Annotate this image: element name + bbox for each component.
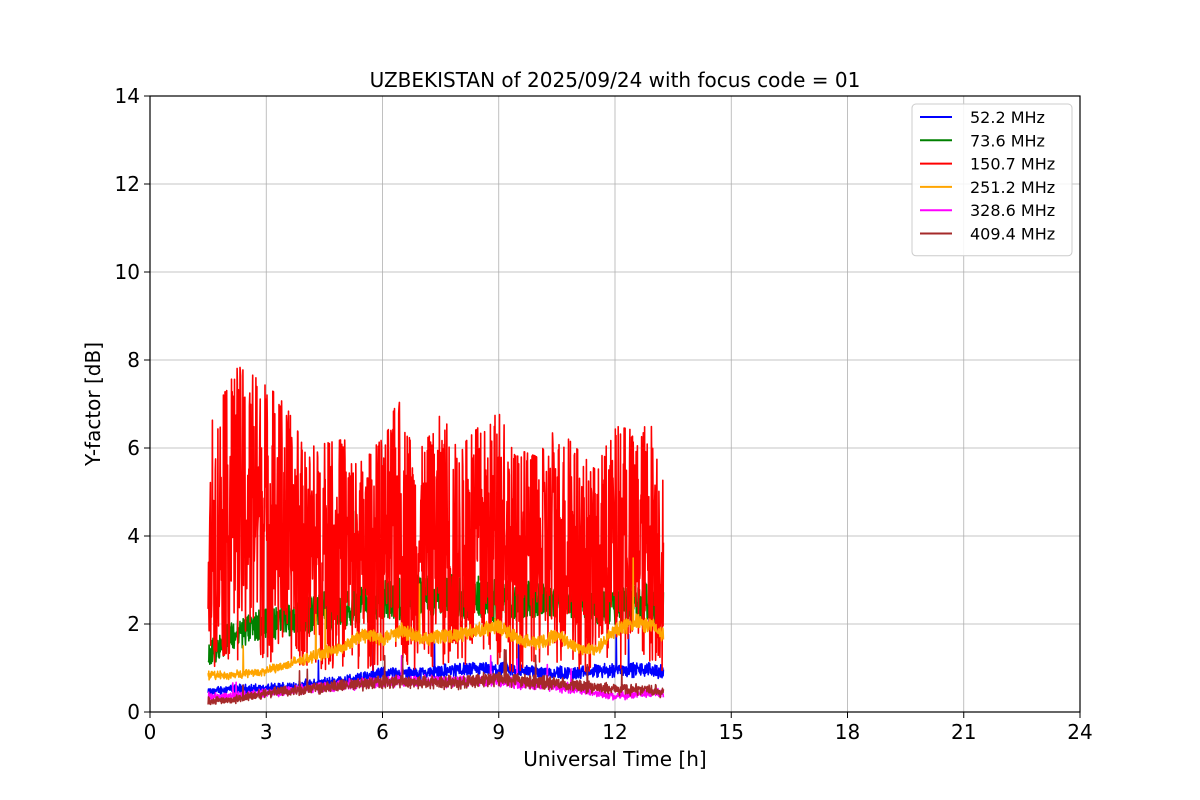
legend-label: 251.2 MHz	[970, 178, 1055, 197]
series-line	[207, 366, 665, 673]
series-layer	[207, 366, 665, 706]
y-axis-label: Y-factor [dB]	[81, 342, 105, 467]
x-tick-label: 18	[835, 720, 860, 744]
legend: 52.2 MHz 73.6 MHz 150.7 MHz 251.2 MHz 328.6…	[911, 103, 1073, 257]
x-tick-label: 6	[376, 720, 389, 744]
y-tick-label: 6	[127, 436, 140, 460]
y-tick-label: 4	[127, 524, 140, 548]
x-tick-label: 12	[602, 720, 627, 744]
x-tick-label: 15	[719, 720, 744, 744]
series-line	[207, 648, 665, 706]
x-tick-label: 24	[1067, 720, 1092, 744]
x-axis-label: Universal Time [h]	[523, 747, 706, 771]
y-tick-label: 10	[115, 260, 140, 284]
x-tick-label: 3	[260, 720, 273, 744]
chart-title: UZBEKISTAN of 2025/09/24 with focus code…	[370, 68, 861, 92]
legend-label: 328.6 MHz	[970, 201, 1055, 220]
y-tick-label: 0	[127, 700, 140, 724]
x-tick-label: 21	[951, 720, 976, 744]
legend-label: 73.6 MHz	[970, 131, 1045, 150]
y-tick-label: 8	[127, 348, 140, 372]
x-tick-label: 9	[492, 720, 505, 744]
y-tick-label: 12	[115, 172, 140, 196]
y-tick-label: 14	[115, 84, 140, 108]
legend-label: 52.2 MHz	[970, 108, 1045, 127]
legend-box	[911, 103, 1073, 257]
x-tick-label: 0	[144, 720, 157, 744]
y-tick-label: 2	[127, 612, 140, 636]
legend-label: 409.4 MHz	[970, 225, 1055, 244]
legend-label: 150.7 MHz	[970, 155, 1055, 174]
series-line	[207, 557, 665, 681]
